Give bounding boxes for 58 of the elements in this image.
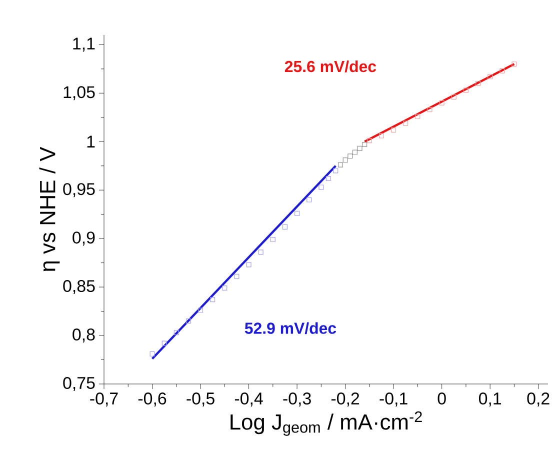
point (162, 340, 167, 346)
point (306, 197, 312, 202)
point (186, 318, 191, 324)
x-tick-label: -0,3 (283, 392, 311, 406)
point (150, 351, 155, 356)
point (362, 142, 368, 148)
point (333, 168, 338, 174)
point (326, 176, 331, 181)
point (476, 80, 481, 86)
point (403, 120, 408, 126)
point (463, 88, 468, 93)
point (352, 150, 358, 155)
x-tick-label: 0,1 (478, 392, 502, 406)
point (270, 237, 276, 242)
y-tick-label: 0,95 (63, 183, 95, 198)
point (338, 162, 343, 168)
point (500, 68, 505, 74)
point (348, 154, 353, 159)
point (210, 297, 216, 302)
x-tick-label: -0,5 (186, 392, 214, 406)
y-tick-label: 1,1 (73, 38, 95, 52)
y-tick-label: 0,75 (63, 376, 95, 391)
x-tick-label: -0,6 (138, 392, 166, 406)
x-tick-label: -0,1 (380, 392, 408, 406)
point (379, 133, 384, 138)
point (357, 146, 362, 151)
x-tick-label: -0,4 (234, 392, 263, 406)
y-axis-title: η vs NHE / V (39, 146, 60, 272)
point (222, 286, 228, 291)
point (294, 210, 300, 216)
x-tick-label: 0 (438, 392, 446, 404)
point (391, 127, 396, 132)
x-tick-label: 0,2 (527, 392, 550, 406)
y-tick-label: 0,8 (72, 328, 95, 343)
y-tick-label: 1 (87, 136, 95, 148)
point (282, 224, 288, 230)
point (512, 62, 517, 67)
x-tick-label: -0,7 (90, 392, 118, 406)
point (451, 94, 456, 100)
point (174, 330, 179, 336)
annotation: 52.9 mV/dec (244, 322, 336, 334)
point (246, 262, 252, 268)
y-tick-label: 1,05 (64, 86, 95, 100)
point (342, 158, 348, 163)
annotation: 25.6 mV/dec (284, 60, 376, 72)
point (258, 250, 264, 255)
point (198, 308, 204, 313)
point (318, 184, 324, 190)
point (234, 274, 240, 279)
x-tick-label: -0,2 (331, 392, 360, 406)
point (366, 138, 372, 144)
point (439, 100, 444, 106)
point (415, 114, 420, 119)
y-tick-label: 0,85 (63, 280, 95, 294)
point (427, 107, 432, 112)
y-tick-label: 0,9 (72, 232, 95, 246)
x-axis-title: Log J$_{geom}$ / mA·cm$^{-2}$ (230, 411, 422, 436)
point (488, 74, 493, 80)
